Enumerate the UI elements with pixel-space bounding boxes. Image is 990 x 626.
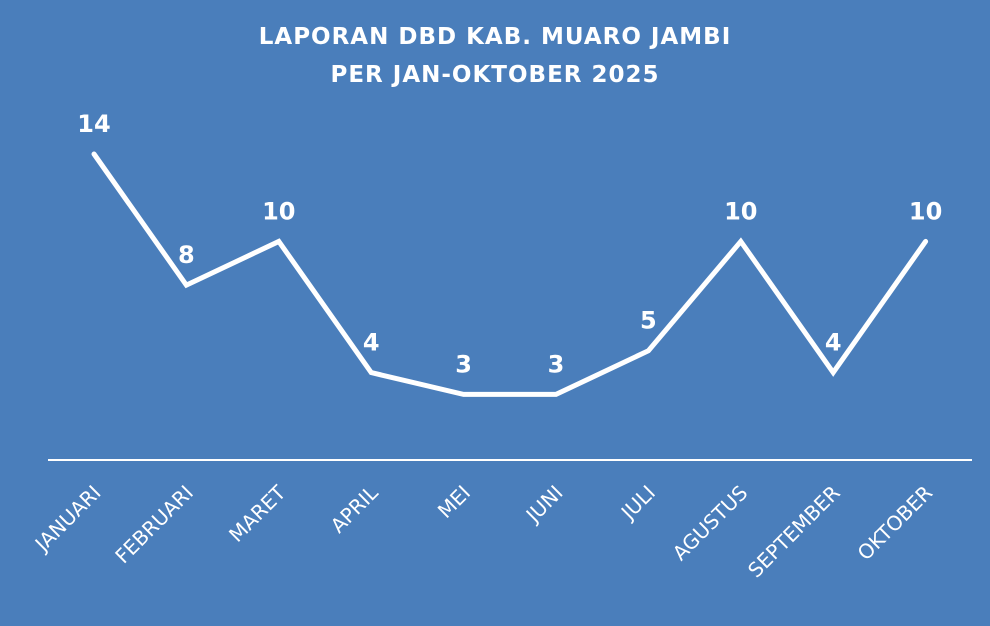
data-label: 4 xyxy=(825,329,842,357)
x-tick-label: JANUARI xyxy=(29,481,106,558)
chart-title-line-2: PER JAN-OKTOBER 2025 xyxy=(330,62,660,88)
x-tick-label: FEBRUARI xyxy=(110,481,198,569)
x-tick-label: APRIL xyxy=(326,480,384,538)
data-label: 10 xyxy=(909,197,942,225)
data-label: 10 xyxy=(262,197,295,225)
data-label: 3 xyxy=(548,350,565,378)
x-tick-label: JUNI xyxy=(520,481,568,529)
x-tick-label: AGUSTUS xyxy=(668,481,753,566)
data-label: 3 xyxy=(455,350,472,378)
data-label: 14 xyxy=(77,110,110,138)
series-line xyxy=(91,151,929,397)
x-tick-label: MEI xyxy=(433,481,475,523)
data-label: 5 xyxy=(640,307,657,335)
x-tick-label: MARET xyxy=(224,480,291,547)
data-label: 4 xyxy=(363,329,380,357)
data-label: 8 xyxy=(178,241,195,269)
data-label: 10 xyxy=(724,197,757,225)
chart-title-line-1: LAPORAN DBD KAB. MUARO JAMBI xyxy=(258,24,732,50)
x-tick-label: OKTOBER xyxy=(853,481,938,566)
x-tick-label: JULI xyxy=(615,481,660,526)
x-tick-label: SEPTEMBER xyxy=(743,480,845,582)
